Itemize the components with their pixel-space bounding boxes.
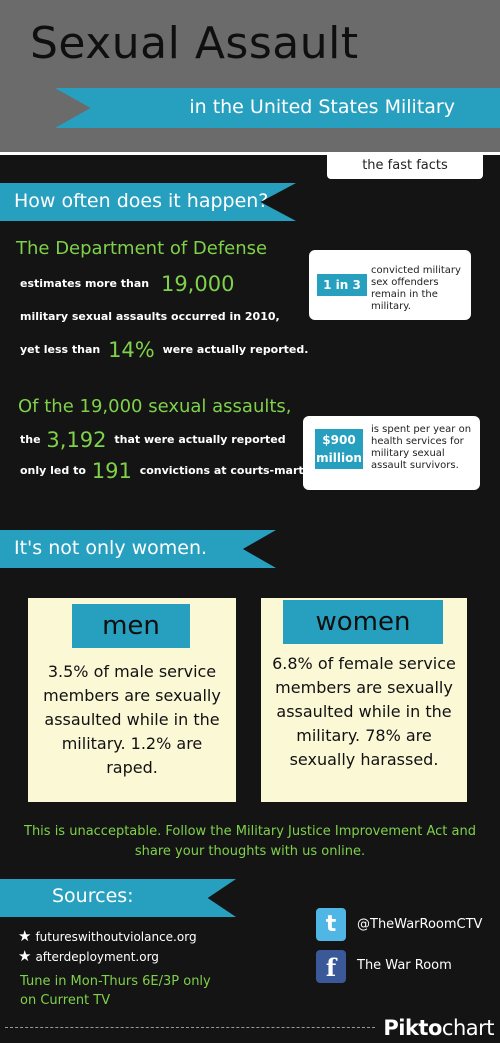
stat-text: were actually reported. — [162, 343, 309, 356]
facebook-icon[interactable]: f — [316, 950, 346, 983]
star-icon: ★ — [18, 947, 32, 965]
header-divider — [0, 152, 500, 155]
stat-line: the 3,192 that were actually reported — [20, 428, 286, 452]
footer-divider — [5, 1027, 375, 1028]
source-link[interactable]: futureswithoutviolance.org — [35, 930, 197, 944]
source-item[interactable]: ★ futureswithoutviolance.org — [18, 927, 197, 945]
stat-number: 19,000 — [160, 272, 235, 296]
fact-text: convicted military sex offenders remain … — [371, 265, 461, 312]
stat-text: the — [20, 433, 41, 446]
section-heading-ribbon: How often does it happen? — [0, 183, 296, 221]
stat-text: only led to — [20, 464, 86, 477]
page-subtitle: in the United States Military — [189, 96, 455, 118]
women-panel: women 6.8% of female service members are… — [261, 598, 467, 802]
header-banner: Sexual Assault in the United States Mili… — [0, 0, 500, 152]
source-link[interactable]: afterdeployment.org — [35, 950, 159, 964]
stat-number: 191 — [91, 459, 132, 483]
page-title: Sexual Assault — [30, 18, 359, 69]
tune-in-note: Tune in Mon-Thurs 6E/3P only on Current … — [20, 974, 211, 1008]
twitter-handle[interactable]: @TheWarRoomCTV — [357, 917, 483, 932]
stat-line: estimates more than 19,000 — [20, 272, 234, 296]
star-icon: ★ — [18, 927, 32, 945]
stat-number: 14% — [108, 338, 155, 362]
twitter-icon[interactable]: t — [316, 908, 346, 941]
men-label: men — [72, 604, 190, 648]
sources-heading: Sources: — [52, 885, 134, 907]
facebook-page[interactable]: The War Room — [357, 958, 452, 973]
stat-text: convictions at courts-martial. — [139, 464, 323, 477]
stat-text: estimates more than — [20, 277, 150, 290]
section-heading: How often does it happen? — [14, 190, 269, 212]
dod-heading: The Department of Defense — [16, 238, 268, 259]
stat-line: only led to 191 convictions at courts-ma… — [20, 459, 323, 483]
of-heading: Of the 19,000 sexual assaults, — [18, 396, 292, 417]
fact-badge: $900 million — [315, 429, 363, 469]
stat-text: yet less than — [20, 343, 101, 356]
fact-card: 1 in 3 convicted military sex offenders … — [309, 250, 471, 320]
fast-facts-tab: the fast facts — [327, 155, 483, 179]
stat-text: that were actually reported — [114, 433, 286, 446]
stat-line: yet less than 14% were actually reported… — [20, 338, 308, 362]
subtitle-ribbon: in the United States Military — [55, 88, 500, 128]
fact-text: is spent per year on health services for… — [371, 424, 472, 471]
source-item[interactable]: ★ afterdeployment.org — [18, 947, 159, 965]
stat-line: military sexual assaults occurred in 201… — [20, 310, 280, 323]
brand-bold: Pikto — [383, 1016, 442, 1040]
call-to-action: This is unacceptable. Follow the Militar… — [24, 824, 476, 859]
women-label: women — [283, 600, 443, 644]
fact-card: $900 million is spent per year on health… — [303, 416, 480, 490]
men-panel: men 3.5% of male service members are sex… — [28, 598, 236, 802]
section-heading-ribbon: It's not only women. — [0, 530, 276, 568]
piktochart-logo: Piktochart — [383, 1016, 494, 1040]
brand-thin: chart — [441, 1016, 495, 1040]
sources-ribbon: Sources: — [0, 879, 236, 917]
section-heading: It's not only women. — [14, 537, 208, 559]
women-text: 6.8% of female service members are sexua… — [272, 654, 456, 769]
stat-number: 3,192 — [46, 428, 107, 452]
men-text: 3.5% of male service members are sexuall… — [43, 662, 221, 777]
fact-badge: 1 in 3 — [317, 274, 367, 296]
